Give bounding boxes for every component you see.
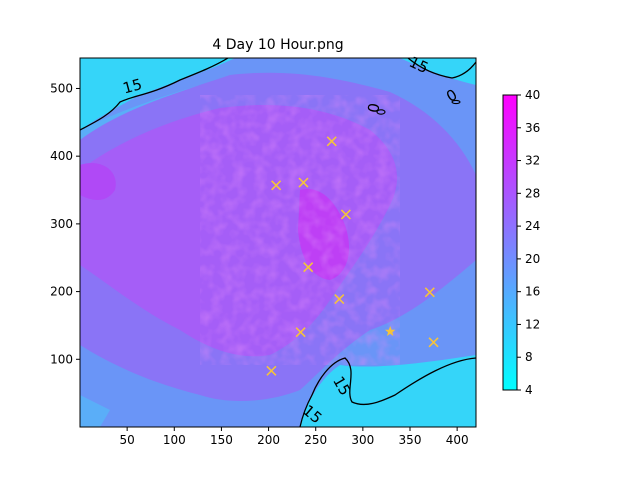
x-tick-label: 400	[446, 433, 469, 447]
colorbar	[502, 94, 518, 391]
contour-label: 15	[121, 75, 144, 97]
x-marker	[271, 180, 282, 191]
colorbar-tick-label: 16	[525, 285, 540, 299]
x-axis: 50 100 150 200 250 300 350 400	[120, 427, 469, 447]
x-tick-label: 150	[210, 433, 233, 447]
x-marker	[424, 287, 435, 298]
y-axis: 100 200 300 400 500	[50, 81, 80, 366]
x-marker	[340, 209, 351, 220]
markers	[266, 136, 439, 376]
x-marker	[298, 177, 309, 188]
y-tick-label: 500	[50, 81, 73, 95]
field-region-purple-west	[80, 162, 116, 200]
heatmap-field	[80, 58, 476, 427]
colorbar-tick-label: 40	[525, 88, 540, 102]
x-marker	[266, 365, 277, 376]
x-tick-label: 350	[399, 433, 422, 447]
plot-frame	[79, 57, 477, 428]
y-tick-label: 400	[50, 149, 73, 163]
colorbar-tick-label: 28	[525, 186, 540, 200]
contour-loop-tiny	[451, 99, 461, 105]
chart-title: 4 Day 10 Hour.png	[212, 37, 343, 53]
x-marker	[428, 337, 439, 348]
field-region-cyan-topleft	[80, 58, 235, 130]
x-tick-label: 50	[120, 433, 135, 447]
x-tick-label: 100	[163, 433, 186, 447]
colorbar-ticks: 4 8 12 16 20 24 28 32 36 40	[517, 88, 540, 397]
x-marker	[334, 293, 345, 305]
colorbar-tick-label: 32	[525, 154, 540, 168]
contour-loop-small	[376, 109, 386, 115]
x-tick-label: 250	[304, 433, 327, 447]
colorbar-tick-label: 12	[525, 317, 540, 331]
x-marker	[295, 327, 306, 338]
contour-line-bottomright	[299, 357, 476, 427]
field-texture	[200, 95, 400, 365]
y-tick-label: 100	[50, 352, 73, 366]
colorbar-tick-label: 24	[525, 219, 540, 233]
field-region-cyan-topright	[400, 58, 476, 85]
contour-line-topleft	[80, 58, 229, 131]
colorbar-tick-label: 36	[525, 121, 540, 135]
field-region-cyan-bottomleft	[80, 395, 110, 427]
x-marker	[303, 262, 314, 273]
colorbar-tick-label: 4	[525, 383, 533, 397]
colorbar-tick-label: 8	[525, 350, 533, 364]
x-tick-label: 300	[351, 433, 374, 447]
contour-line-topright	[407, 58, 476, 79]
star-marker	[385, 326, 396, 336]
contour-label: 0	[364, 102, 383, 115]
colorbar-tick-label: 20	[525, 252, 540, 266]
y-tick-label: 200	[50, 285, 73, 299]
y-tick-label: 300	[50, 217, 73, 231]
x-marker	[326, 136, 337, 147]
x-tick-label: 200	[257, 433, 280, 447]
